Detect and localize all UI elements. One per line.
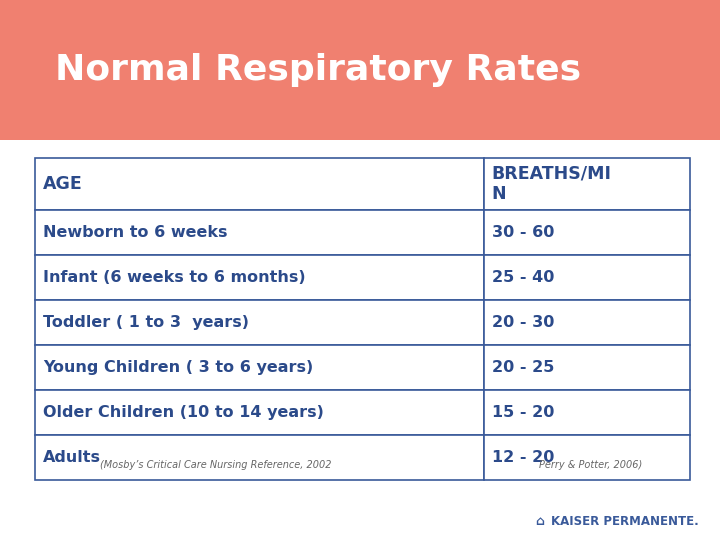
Text: 20 - 30: 20 - 30	[492, 315, 554, 330]
Bar	[0, 0, 720, 140]
Text: Older Children (10 to 14 years): Older Children (10 to 14 years)	[43, 405, 324, 420]
Text: 30 - 60: 30 - 60	[492, 225, 554, 240]
Bar	[35, 390, 484, 435]
Text: Infant (6 weeks to 6 months): Infant (6 weeks to 6 months)	[43, 270, 305, 285]
Bar	[35, 210, 484, 255]
Text: BREATHS/MI
N: BREATHS/MI N	[492, 165, 612, 204]
Text: Young Children ( 3 to 6 years): Young Children ( 3 to 6 years)	[43, 360, 313, 375]
Bar	[35, 345, 484, 390]
Text: Newborn to 6 weeks: Newborn to 6 weeks	[43, 225, 228, 240]
Text: Toddler ( 1 to 3  years): Toddler ( 1 to 3 years)	[43, 315, 249, 330]
Bar	[484, 300, 690, 345]
Text: 20 - 25: 20 - 25	[492, 360, 554, 375]
Bar	[484, 435, 690, 480]
Text: Normal Respiratory Rates: Normal Respiratory Rates	[55, 53, 581, 87]
Bar	[35, 255, 484, 300]
Bar	[35, 435, 484, 480]
Text: Adults: Adults	[43, 450, 101, 465]
Bar	[484, 390, 690, 435]
Text: 12 - 20: 12 - 20	[492, 450, 554, 465]
Text: 25 - 40: 25 - 40	[492, 270, 554, 285]
Bar	[484, 210, 690, 255]
Text: (Mosby’s Critical Care Nursing Reference, 2002: (Mosby’s Critical Care Nursing Reference…	[100, 460, 331, 470]
Text: AGE: AGE	[43, 175, 83, 193]
Text: 15 - 20: 15 - 20	[492, 405, 554, 420]
Bar	[35, 300, 484, 345]
Text: ⌂: ⌂	[535, 515, 544, 528]
Bar	[35, 158, 484, 210]
Bar	[484, 255, 690, 300]
Text: Perry & Potter, 2006): Perry & Potter, 2006)	[539, 460, 642, 470]
Text: KAISER PERMANENTE.: KAISER PERMANENTE.	[551, 515, 698, 528]
Bar	[484, 345, 690, 390]
Bar	[484, 158, 690, 210]
